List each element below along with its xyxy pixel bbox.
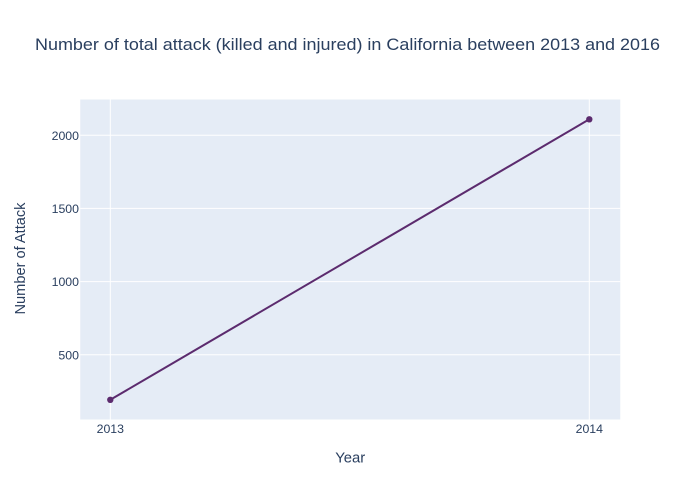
svg-text:Number of total attack (killed: Number of total attack (killed and injur… (35, 35, 660, 54)
svg-text:2000: 2000 (52, 129, 80, 143)
svg-text:1000: 1000 (52, 275, 80, 289)
svg-text:2013: 2013 (97, 422, 125, 436)
svg-text:2014: 2014 (576, 422, 604, 436)
svg-text:Number of Attack: Number of Attack (12, 202, 29, 314)
svg-text:Year: Year (335, 450, 365, 467)
svg-text:1500: 1500 (52, 202, 80, 216)
svg-text:500: 500 (58, 348, 79, 362)
